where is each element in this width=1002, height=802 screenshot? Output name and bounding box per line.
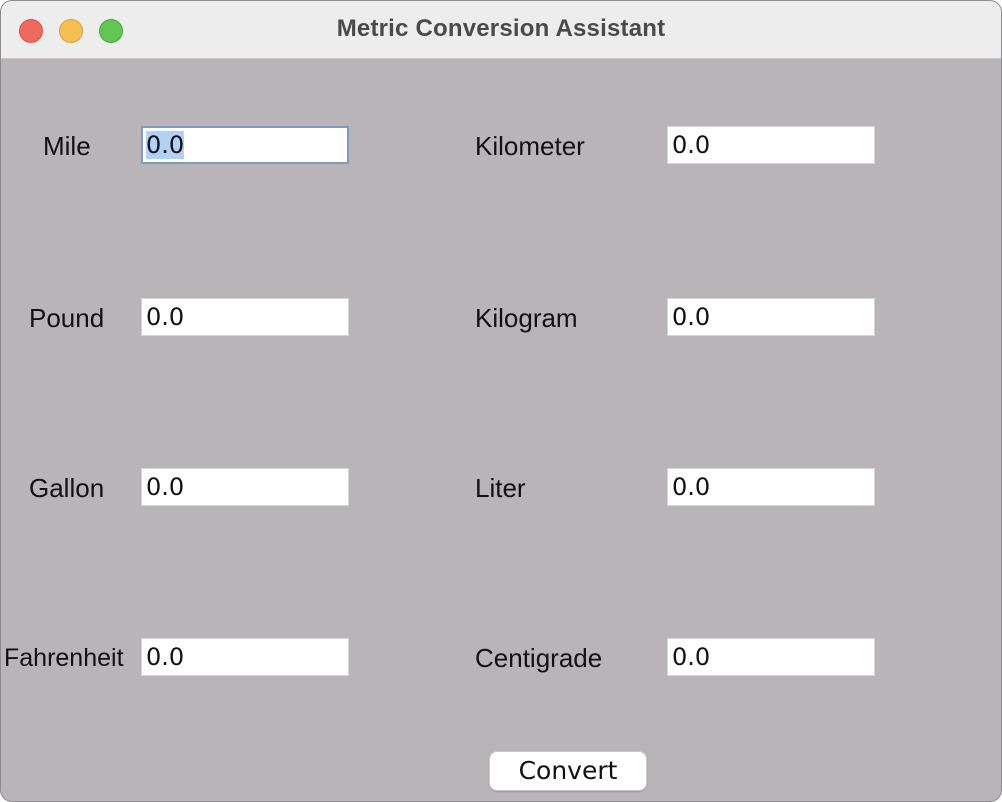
gallon-label: Gallon (29, 473, 105, 503)
mile-label: Mile (43, 131, 91, 161)
fahrenheit-input[interactable]: 0.0 (141, 638, 349, 676)
mile-input[interactable]: 0.0 (141, 126, 349, 164)
kilometer-label: Kilometer (475, 131, 585, 161)
fahrenheit-label: Fahrenheit (4, 644, 124, 672)
zoom-window-button[interactable] (99, 19, 123, 43)
liter-input[interactable]: 0.0 (667, 468, 875, 506)
close-window-button[interactable] (19, 19, 43, 43)
title-bar[interactable]: Metric Conversion Assistant (1, 1, 1001, 59)
gallon-input[interactable]: 0.0 (141, 468, 349, 506)
centigrade-input[interactable]: 0.0 (667, 638, 875, 676)
kilogram-label: Kilogram (475, 303, 578, 333)
minimize-window-button[interactable] (59, 19, 83, 43)
kilometer-input[interactable]: 0.0 (667, 126, 875, 164)
liter-label: Liter (475, 473, 526, 503)
convert-button[interactable]: Convert (489, 751, 647, 791)
kilogram-input[interactable]: 0.0 (667, 298, 875, 336)
centigrade-label: Centigrade (475, 643, 603, 673)
pound-input[interactable]: 0.0 (141, 298, 349, 336)
pound-label: Pound (29, 303, 105, 333)
window-title: Metric Conversion Assistant (336, 15, 666, 42)
